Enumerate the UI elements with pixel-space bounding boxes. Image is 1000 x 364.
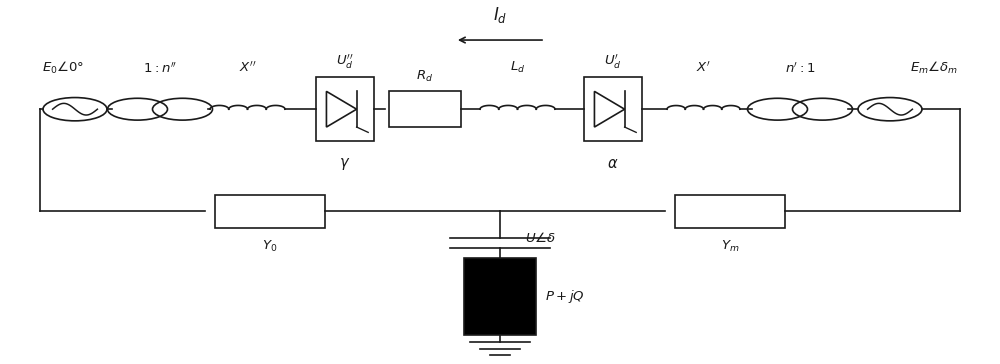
Text: $n^{\prime}{:}1$: $n^{\prime}{:}1$ — [785, 62, 815, 76]
Text: $U_d^{\prime}$: $U_d^{\prime}$ — [604, 53, 622, 71]
Text: $U\angle\delta$: $U\angle\delta$ — [525, 231, 556, 245]
Bar — [215, 195, 325, 228]
Text: $X^{\prime\prime}$: $X^{\prime\prime}$ — [239, 60, 256, 75]
Bar — [389, 91, 461, 127]
Text: $\gamma$: $\gamma$ — [339, 156, 351, 171]
Text: $1{:}n^{\prime\prime}$: $1{:}n^{\prime\prime}$ — [143, 62, 177, 76]
Text: $Y_0$: $Y_0$ — [262, 238, 278, 253]
Text: $\alpha$: $\alpha$ — [607, 156, 619, 171]
Text: $E_0\angle 0°$: $E_0\angle 0°$ — [42, 60, 84, 76]
Text: $I_d$: $I_d$ — [493, 5, 507, 25]
Text: $Y_m$: $Y_m$ — [721, 238, 739, 253]
Bar — [584, 78, 642, 141]
Bar — [464, 258, 536, 335]
Text: $P + jQ$: $P + jQ$ — [545, 288, 585, 305]
Text: $U_d^{\prime\prime}$: $U_d^{\prime\prime}$ — [336, 53, 354, 71]
Text: $L_d$: $L_d$ — [510, 60, 525, 75]
Bar — [316, 78, 374, 141]
Text: $E_m\angle\delta_m$: $E_m\angle\delta_m$ — [910, 60, 958, 76]
Text: $X^{\prime}$: $X^{\prime}$ — [696, 60, 711, 75]
Text: $R_d$: $R_d$ — [416, 69, 434, 84]
Bar — [675, 195, 785, 228]
